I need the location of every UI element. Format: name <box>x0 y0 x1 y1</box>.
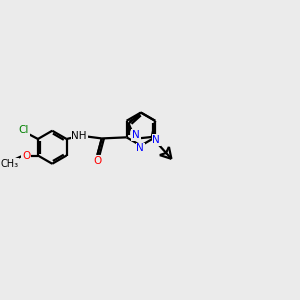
Text: N: N <box>152 135 160 145</box>
Text: CH₃: CH₃ <box>0 159 18 169</box>
Text: N: N <box>132 130 140 140</box>
Text: O: O <box>94 156 102 166</box>
Text: N: N <box>136 143 144 153</box>
Text: NH: NH <box>71 131 87 141</box>
Text: O: O <box>22 151 31 160</box>
Text: Cl: Cl <box>18 125 29 135</box>
